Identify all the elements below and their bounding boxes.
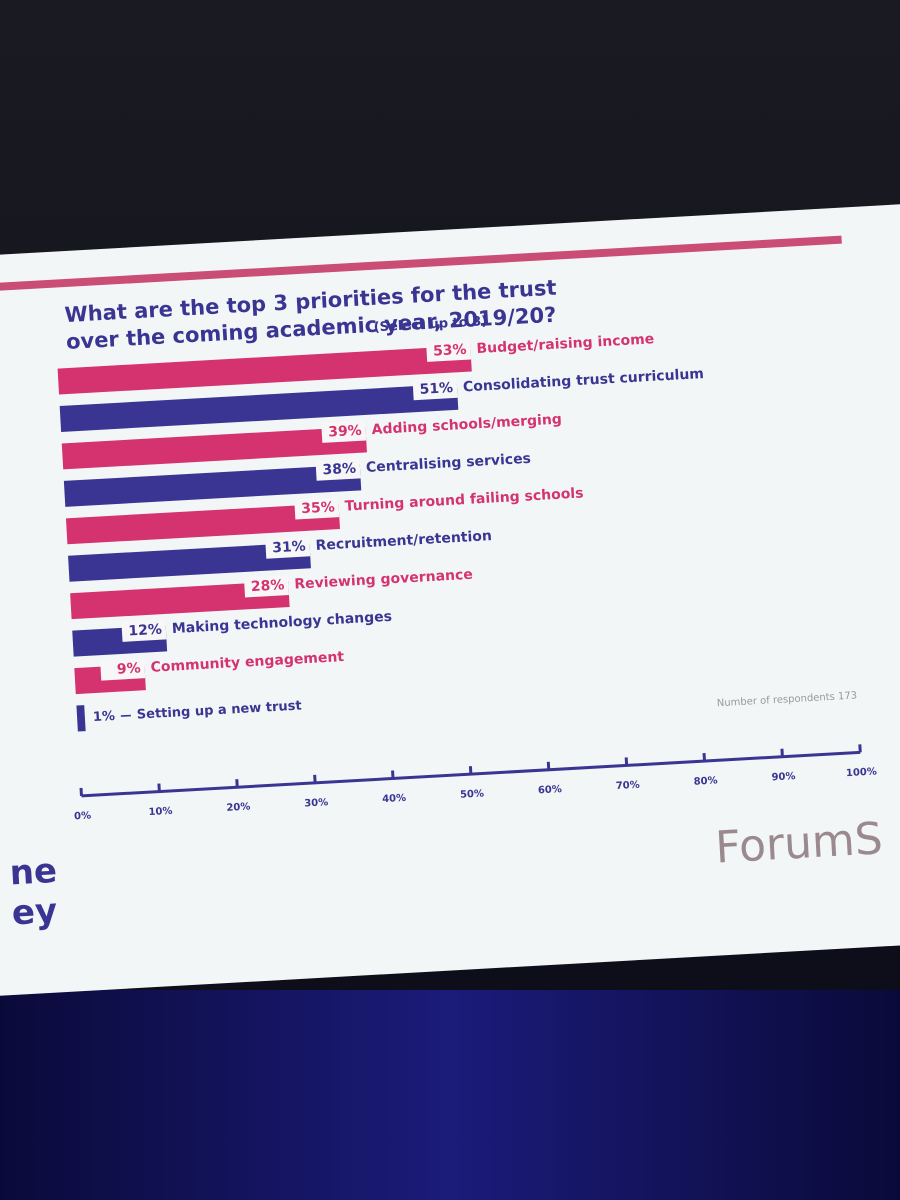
- brand: ForumS: [714, 813, 884, 873]
- x-tick-label: 60%: [538, 784, 563, 796]
- slide: What are the top 3 priorities for the tr…: [0, 203, 900, 997]
- bar: [68, 542, 311, 582]
- bar: [70, 581, 290, 620]
- value-label: 51%: [419, 380, 453, 398]
- x-tick-label: 70%: [616, 780, 641, 792]
- fragment: ey: [11, 891, 58, 933]
- value-label-box: [243, 575, 289, 598]
- value-label: 39%: [328, 423, 362, 441]
- bottom-stripe: [120, 903, 900, 958]
- x-tick-label: 20%: [226, 802, 251, 814]
- separator: [120, 714, 131, 717]
- value-label-box: [100, 658, 146, 681]
- fragment: ne: [9, 851, 58, 894]
- bar: [63, 464, 362, 507]
- value-label-box: [315, 458, 361, 481]
- bar: [76, 705, 86, 732]
- value-label: 53%: [433, 342, 467, 360]
- stage-lights: [0, 990, 900, 1200]
- x-tick-label: 80%: [693, 775, 718, 787]
- top-stripe: [0, 235, 842, 294]
- value-label-box: [321, 420, 367, 443]
- value-label: 1%: [93, 709, 116, 725]
- chart-subtitle: (Select up to 3): [373, 314, 487, 335]
- value-label: 28%: [251, 577, 285, 595]
- x-tick-label: 10%: [148, 806, 173, 818]
- value-label: 35%: [301, 499, 335, 517]
- bar: [61, 426, 367, 470]
- x-tick-label: 30%: [304, 797, 329, 809]
- x-tick-label: 100%: [846, 766, 877, 779]
- value-label-box: [294, 497, 340, 520]
- value-label: 31%: [272, 539, 306, 557]
- x-tick-label: 90%: [771, 771, 796, 783]
- value-label-box: [121, 619, 167, 642]
- value-label-box: [426, 339, 472, 362]
- value-label-box: [412, 377, 458, 401]
- value-label: 9%: [116, 660, 141, 677]
- x-tick-label: 0%: [74, 810, 92, 822]
- value-label: 12%: [128, 622, 162, 640]
- bar: [59, 383, 459, 432]
- bar: [57, 345, 472, 395]
- value-label: 38%: [322, 461, 356, 479]
- x-tick-label: 50%: [460, 788, 485, 800]
- value-label-box: [265, 536, 311, 559]
- x-tick-label: 40%: [382, 793, 407, 805]
- bar: [65, 503, 340, 545]
